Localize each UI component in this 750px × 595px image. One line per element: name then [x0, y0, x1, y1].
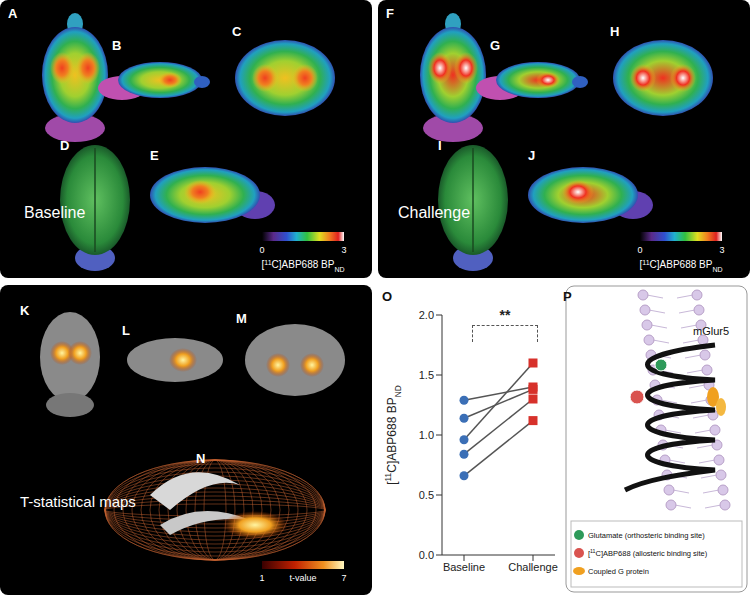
svg-text:Baseline: Baseline: [24, 204, 85, 221]
svg-text:Glutamate (orthosteric binding: Glutamate (orthosteric binding site): [588, 531, 705, 540]
svg-text:1.5: 1.5: [419, 369, 434, 381]
svg-text:[11C]ABP688 BPND: [11C]ABP688 BPND: [262, 259, 345, 273]
svg-text:1: 1: [259, 573, 264, 583]
svg-text:H: H: [610, 24, 619, 39]
svg-text:7: 7: [341, 573, 346, 583]
svg-text:[11C]ABP688 BPND: [11C]ABP688 BPND: [383, 385, 403, 485]
svg-text:1.0: 1.0: [419, 429, 434, 441]
svg-text:3: 3: [719, 245, 724, 255]
svg-text:N: N: [196, 451, 205, 466]
svg-text:0.0: 0.0: [419, 549, 434, 561]
svg-text:B: B: [112, 38, 121, 53]
html-text:O: O: [382, 289, 393, 304]
svg-text:[11C]ABP688 (allosteric bindin: [11C]ABP688 (allosteric binding site): [588, 548, 708, 558]
svg-text:K: K: [20, 303, 30, 318]
svg-text:G: G: [490, 38, 500, 53]
svg-text:0: 0: [259, 245, 264, 255]
svg-text:0.5: 0.5: [419, 489, 434, 501]
svg-text:Coupled G protein: Coupled G protein: [588, 567, 649, 576]
html-text:P: P: [563, 289, 572, 304]
svg-text:Baseline: Baseline: [443, 561, 485, 573]
svg-text:2.0: 2.0: [419, 309, 434, 321]
svg-text:0: 0: [637, 245, 642, 255]
svg-text:t-value: t-value: [289, 573, 316, 583]
svg-text:mGlur5: mGlur5: [693, 325, 729, 337]
svg-text:E: E: [150, 148, 159, 163]
svg-text:A: A: [8, 6, 18, 21]
svg-text:L: L: [122, 323, 130, 338]
svg-text:[11C]ABP688 BPND: [11C]ABP688 BPND: [640, 259, 723, 273]
svg-text:M: M: [236, 311, 247, 326]
svg-text:F: F: [386, 6, 394, 21]
svg-text:Challenge: Challenge: [508, 561, 558, 573]
svg-text:Challenge: Challenge: [398, 204, 470, 221]
svg-text:D: D: [60, 138, 69, 153]
svg-text:3: 3: [341, 245, 346, 255]
svg-text:J: J: [528, 148, 535, 163]
svg-text:I: I: [438, 138, 442, 153]
svg-text:C: C: [232, 24, 242, 39]
svg-text:T-statistical maps: T-statistical maps: [20, 493, 136, 510]
